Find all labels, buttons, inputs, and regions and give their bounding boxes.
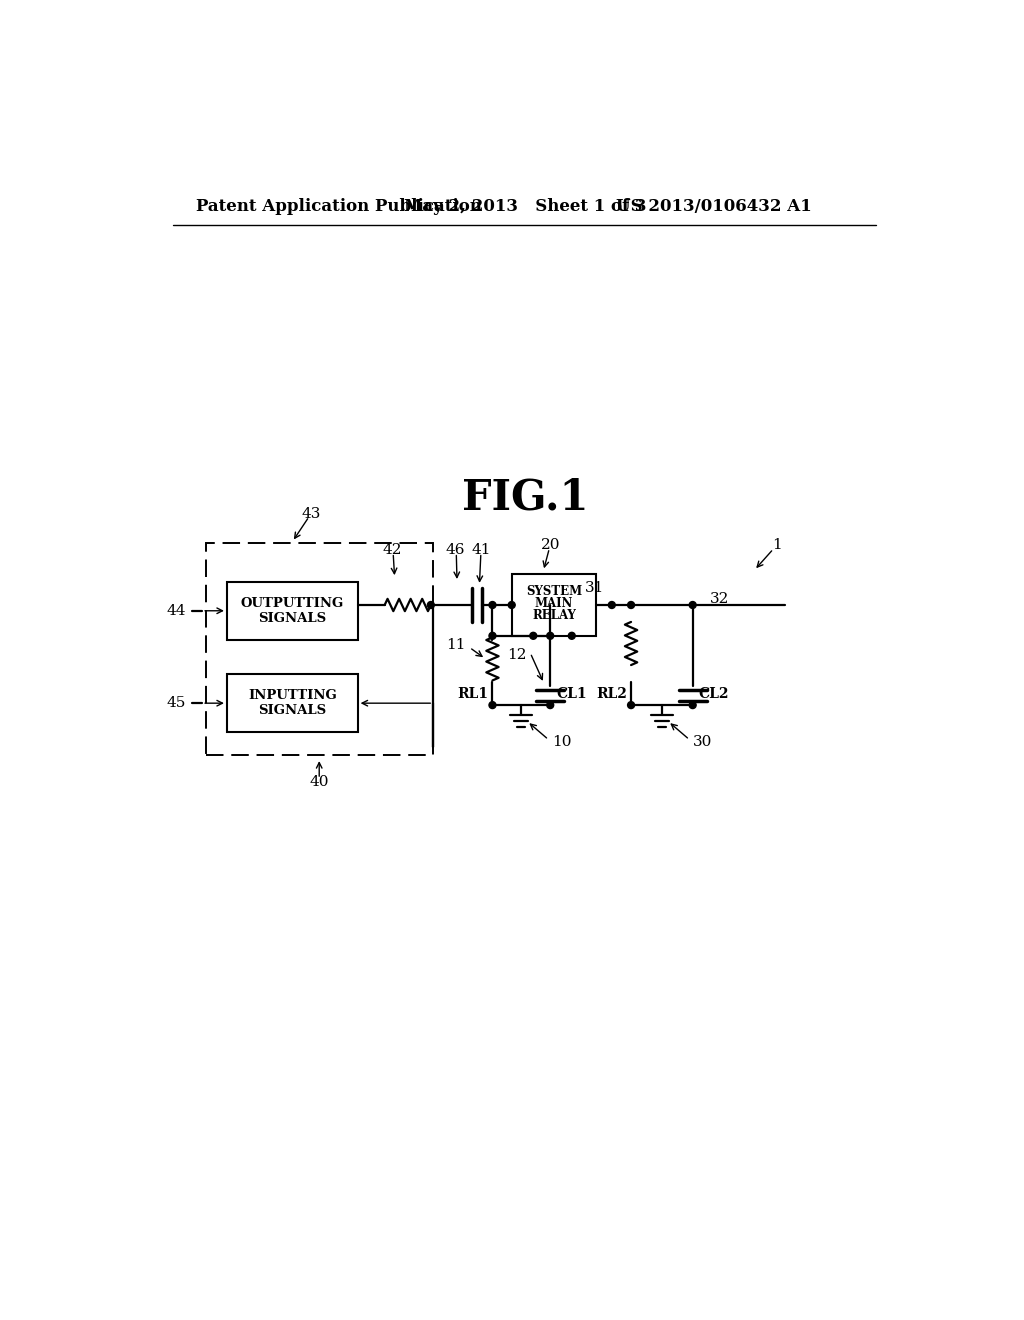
Circle shape [689, 702, 696, 709]
Text: 45: 45 [167, 696, 186, 710]
Text: 10: 10 [552, 735, 571, 748]
Bar [226, 582, 357, 640]
Circle shape [489, 702, 496, 709]
Circle shape [508, 602, 515, 609]
Circle shape [628, 702, 635, 709]
Text: CL1: CL1 [556, 688, 587, 701]
Text: 30: 30 [692, 735, 712, 748]
Text: 41: 41 [471, 543, 490, 557]
Bar [206, 544, 433, 755]
Text: FIG.1: FIG.1 [462, 477, 588, 519]
Circle shape [568, 632, 575, 639]
Text: 44: 44 [167, 603, 186, 618]
Text: SIGNALS: SIGNALS [258, 612, 327, 624]
Text: 31: 31 [585, 581, 604, 595]
Text: SYSTEM: SYSTEM [526, 585, 582, 598]
Bar [226, 675, 357, 733]
Text: US 2013/0106432 A1: US 2013/0106432 A1 [615, 198, 811, 215]
Circle shape [547, 702, 554, 709]
Text: 20: 20 [541, 539, 560, 552]
Text: Patent Application Publication: Patent Application Publication [196, 198, 482, 215]
Text: 46: 46 [445, 543, 465, 557]
Circle shape [489, 632, 496, 639]
Text: CL2: CL2 [698, 688, 729, 701]
Text: 43: 43 [302, 507, 322, 521]
Text: 32: 32 [710, 591, 729, 606]
Circle shape [529, 632, 537, 639]
Text: SIGNALS: SIGNALS [258, 705, 327, 717]
Text: 40: 40 [309, 775, 329, 789]
Circle shape [608, 602, 615, 609]
Circle shape [547, 632, 554, 639]
Text: May 2, 2013   Sheet 1 of 3: May 2, 2013 Sheet 1 of 3 [403, 198, 646, 215]
Text: RL2: RL2 [596, 688, 628, 701]
Circle shape [689, 602, 696, 609]
Text: MAIN: MAIN [535, 597, 573, 610]
Text: 11: 11 [446, 638, 466, 652]
Circle shape [628, 602, 635, 609]
Text: RL1: RL1 [458, 688, 488, 701]
Bar [512, 574, 596, 636]
Text: 1: 1 [772, 539, 782, 552]
Circle shape [427, 602, 434, 609]
Text: 12: 12 [508, 648, 527, 663]
Text: RELAY: RELAY [532, 610, 575, 622]
Text: INPUTTING: INPUTTING [248, 689, 337, 702]
Text: OUTPUTTING: OUTPUTTING [241, 597, 344, 610]
Text: 42: 42 [383, 543, 402, 557]
Circle shape [489, 602, 496, 609]
